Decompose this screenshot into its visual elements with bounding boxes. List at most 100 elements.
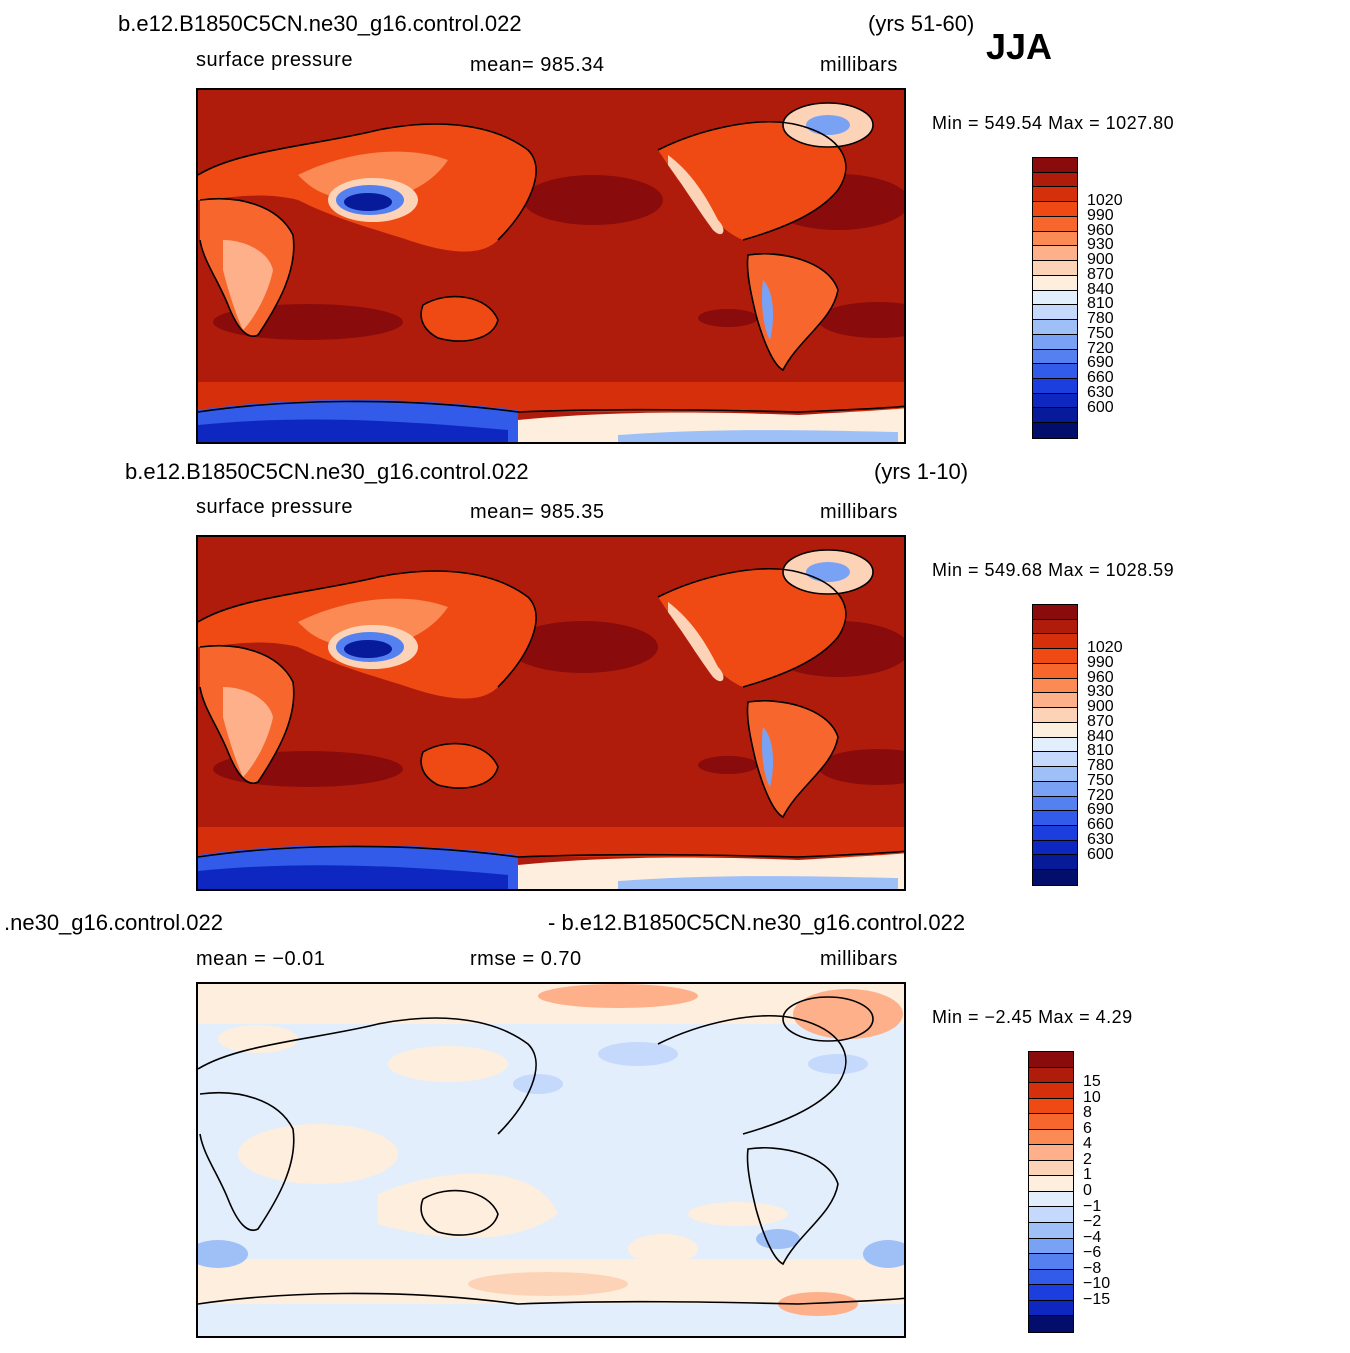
- colorbar-label: 870: [1087, 265, 1114, 283]
- panel-title-left: .ne30_g16.control.022: [4, 910, 223, 935]
- colorbar-swatch: [1033, 634, 1077, 650]
- panel-title-right: (yrs 51-60): [868, 11, 975, 36]
- colorbar-label: −1: [1083, 1197, 1102, 1215]
- colorbar-swatch: [1033, 393, 1077, 409]
- colorbar-label: 780: [1087, 310, 1114, 328]
- colorbar-label: 2: [1083, 1150, 1092, 1168]
- map-test: [196, 88, 906, 444]
- colorbar-label: −8: [1083, 1259, 1102, 1277]
- colorbar-swatch: [1033, 855, 1077, 871]
- colorbar-swatch: [1029, 1300, 1073, 1317]
- colorbar-label: 1: [1083, 1166, 1092, 1184]
- colorbar-label: 600: [1087, 398, 1114, 416]
- colorbar-label: 4: [1083, 1135, 1092, 1153]
- colorbar-label: 750: [1087, 771, 1114, 789]
- panel-title-right: - b.e12.B1850C5CN.ne30_g16.control.022: [548, 910, 966, 935]
- colorbar-swatch: [1029, 1316, 1073, 1332]
- colorbar-label: 8: [1083, 1104, 1092, 1122]
- colorbar-swatch: [1033, 349, 1077, 365]
- colorbar-label: −15: [1083, 1290, 1111, 1308]
- colorbar-label: −6: [1083, 1244, 1102, 1262]
- colorbar-swatch: [1033, 737, 1077, 753]
- colorbar-label: 900: [1087, 251, 1114, 269]
- colorbar-test: [1032, 157, 1078, 439]
- colorbar-swatch: [1033, 605, 1077, 620]
- colorbar-swatch: [1033, 693, 1077, 709]
- colorbar-label: 720: [1087, 339, 1114, 357]
- colorbar-swatch: [1029, 1083, 1073, 1099]
- colorbar-swatch: [1033, 811, 1077, 827]
- panel-title-right: (yrs 1-10): [874, 459, 969, 484]
- colorbar-label: 990: [1087, 653, 1114, 671]
- colorbar-label: 720: [1087, 786, 1114, 804]
- colorbar-swatch: [1033, 752, 1077, 768]
- colorbar-swatch: [1033, 423, 1077, 438]
- colorbar-label: 990: [1087, 206, 1114, 224]
- colorbar-swatch: [1033, 649, 1077, 664]
- colorbar-swatch: [1033, 364, 1077, 380]
- colorbar-swatch: [1029, 1176, 1073, 1192]
- colorbar-label: 0: [1083, 1182, 1092, 1199]
- colorbar-label: 960: [1087, 221, 1114, 239]
- mean-stat: mean= 985.35: [470, 501, 605, 523]
- colorbar-swatch: [1033, 275, 1077, 291]
- colorbar-swatch: [1033, 781, 1077, 797]
- colorbar-swatch: [1029, 1269, 1073, 1286]
- panel-title-left: b.e12.B1850C5CN.ne30_g16.control.022: [118, 11, 522, 36]
- colorbar-swatch: [1033, 678, 1077, 694]
- colorbar-swatch: [1033, 840, 1077, 856]
- rmse-stat: rmse = 0.70: [470, 948, 582, 970]
- minmax-label: Min = 549.68 Max = 1028.59: [932, 560, 1175, 580]
- colorbar-label: 660: [1087, 369, 1114, 387]
- mean-stat: mean = −0.01: [196, 948, 326, 970]
- colorbar-difference: [1028, 1051, 1074, 1333]
- colorbar-swatch: [1033, 246, 1077, 262]
- colorbar-swatch: [1033, 290, 1077, 306]
- colorbar-swatch: [1029, 1191, 1073, 1208]
- colorbar-swatch: [1033, 379, 1077, 394]
- colorbar-swatch: [1033, 767, 1077, 782]
- colorbar-swatch: [1033, 202, 1077, 217]
- colorbar-label: 810: [1087, 295, 1114, 313]
- colorbar-swatch: [1033, 334, 1077, 350]
- colorbar-swatch: [1033, 708, 1077, 723]
- colorbar-swatch: [1033, 172, 1077, 188]
- colorbar-label: 10: [1083, 1088, 1101, 1106]
- minmax-label: Min = −2.45 Max = 4.29: [932, 1007, 1133, 1027]
- units-label: millibars: [820, 948, 898, 970]
- colorbar-swatch: [1033, 870, 1077, 885]
- colorbar-label: −2: [1083, 1213, 1102, 1231]
- colorbar-swatch: [1029, 1207, 1073, 1224]
- colorbar-label: 1020: [1087, 192, 1123, 210]
- colorbar-swatch: [1033, 231, 1077, 247]
- season-label: JJA: [986, 26, 1053, 67]
- mean-stat: mean= 985.34: [470, 54, 605, 76]
- colorbar-label: 840: [1087, 727, 1114, 745]
- colorbar-swatch: [1033, 619, 1077, 635]
- colorbar-label: 810: [1087, 742, 1114, 760]
- panel-title-left: b.e12.B1850C5CN.ne30_g16.control.022: [125, 459, 529, 484]
- colorbar-swatch: [1029, 1223, 1073, 1239]
- variable-label: surface pressure: [196, 49, 353, 71]
- units-label: millibars: [820, 501, 898, 523]
- colorbar-swatch: [1029, 1254, 1073, 1270]
- colorbar-label: 630: [1087, 383, 1114, 401]
- colorbar-swatch: [1033, 408, 1077, 424]
- colorbar-label: 930: [1087, 683, 1114, 701]
- colorbar-label: 6: [1083, 1119, 1092, 1137]
- colorbar-label: 1020: [1087, 639, 1123, 657]
- colorbar-swatch: [1033, 305, 1077, 321]
- colorbar-swatch: [1029, 1238, 1073, 1255]
- colorbar-label: 690: [1087, 801, 1114, 819]
- colorbar-swatch: [1029, 1067, 1073, 1084]
- colorbar-label: −4: [1083, 1228, 1102, 1246]
- colorbar-label: 900: [1087, 698, 1114, 716]
- colorbar-control: [1032, 604, 1078, 886]
- minmax-label: Min = 549.54 Max = 1027.80: [932, 113, 1175, 133]
- colorbar-swatch: [1029, 1114, 1073, 1130]
- colorbar-label: 630: [1087, 830, 1114, 848]
- colorbar-swatch: [1029, 1052, 1073, 1068]
- colorbar-swatch: [1033, 216, 1077, 232]
- map-control: [196, 535, 906, 891]
- variable-label: surface pressure: [196, 496, 353, 518]
